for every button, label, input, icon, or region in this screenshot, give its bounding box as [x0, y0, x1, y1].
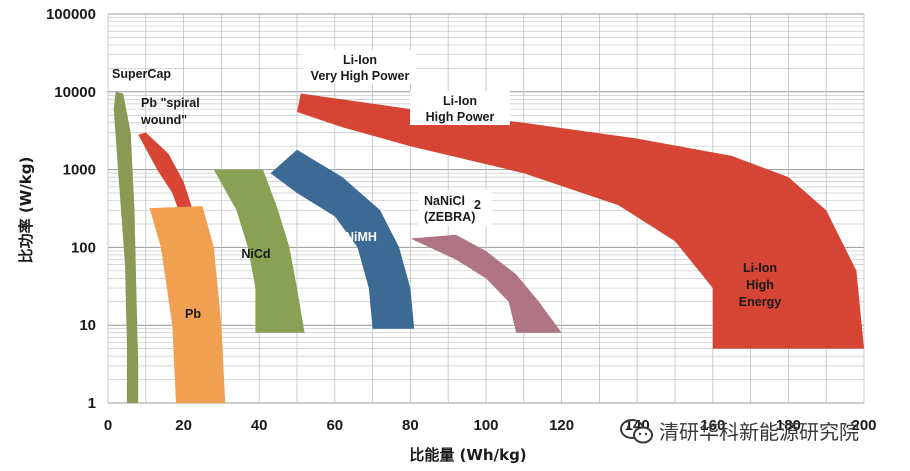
label-pb-spiral-1: Pb "spiral [141, 96, 200, 110]
label-li-ion-he-1: Li-Ion [743, 261, 777, 275]
label-bg [418, 190, 492, 226]
region-nimh [270, 149, 415, 329]
y-tick-label: 100000 [46, 6, 96, 23]
y-tick-label: 1000 [63, 162, 96, 179]
region-nanicl2-zebra [410, 234, 562, 333]
region-labels: SuperCap Pb "spiral wound" Pb NiCd NiMH NaNiCl… [112, 50, 781, 321]
label-bg [410, 91, 510, 125]
label-nanicl2-subscript: 2 [474, 198, 481, 212]
x-tick-label: 40 [251, 417, 268, 434]
x-tick-label: 20 [175, 417, 192, 434]
label-nanicl2: NaNiCl [424, 194, 465, 208]
y-tick-label: 10000 [54, 84, 96, 101]
label-li-ion-he-3: Energy [739, 295, 781, 309]
label-li-ion-vhp-2: Very High Power [311, 69, 410, 83]
label-li-ion-he-2: High [746, 278, 774, 292]
label-pb: Pb [185, 307, 201, 321]
regions [113, 91, 864, 404]
x-tick-label: 100 [473, 417, 498, 434]
label-bg [302, 50, 416, 84]
x-tick-label: 120 [549, 417, 574, 434]
label-li-ion-hp-1: Li-Ion [443, 94, 477, 108]
label-zebra: (ZEBRA) [424, 210, 475, 224]
region-pb [149, 206, 226, 403]
y-tick-label: 10 [79, 317, 96, 334]
y-axis-title: 比功率 (W/kg) [17, 157, 35, 264]
x-tick-label: 80 [402, 417, 419, 434]
label-supercap: SuperCap [112, 67, 171, 81]
region-nicd [213, 169, 305, 333]
x-tick-label: 60 [326, 417, 343, 434]
y-tick-label: 1 [88, 395, 96, 412]
x-axis-title: 比能量 (Wh/kg) [409, 446, 526, 464]
wechat-icon [620, 419, 653, 444]
label-li-ion-hp-2: High Power [426, 110, 495, 124]
x-tick-label: 200 [851, 417, 876, 434]
x-tick-label: 160 [700, 417, 725, 434]
watermark: 清研华科新能源研究院 [620, 419, 859, 444]
y-tick-label: 100 [71, 239, 96, 256]
label-li-ion-vhp-1: Li-Ion [343, 53, 377, 67]
region-li-ion [297, 93, 864, 349]
region-supercap [113, 91, 139, 404]
x-tick-label: 0 [104, 417, 112, 434]
x-tick-label: 180 [776, 417, 801, 434]
watermark-text: 清研华科新能源研究院 [659, 420, 859, 444]
label-pb-spiral-2: wound" [140, 113, 187, 127]
label-nimh: NiMH [345, 230, 377, 244]
label-nicd: NiCd [241, 247, 270, 261]
